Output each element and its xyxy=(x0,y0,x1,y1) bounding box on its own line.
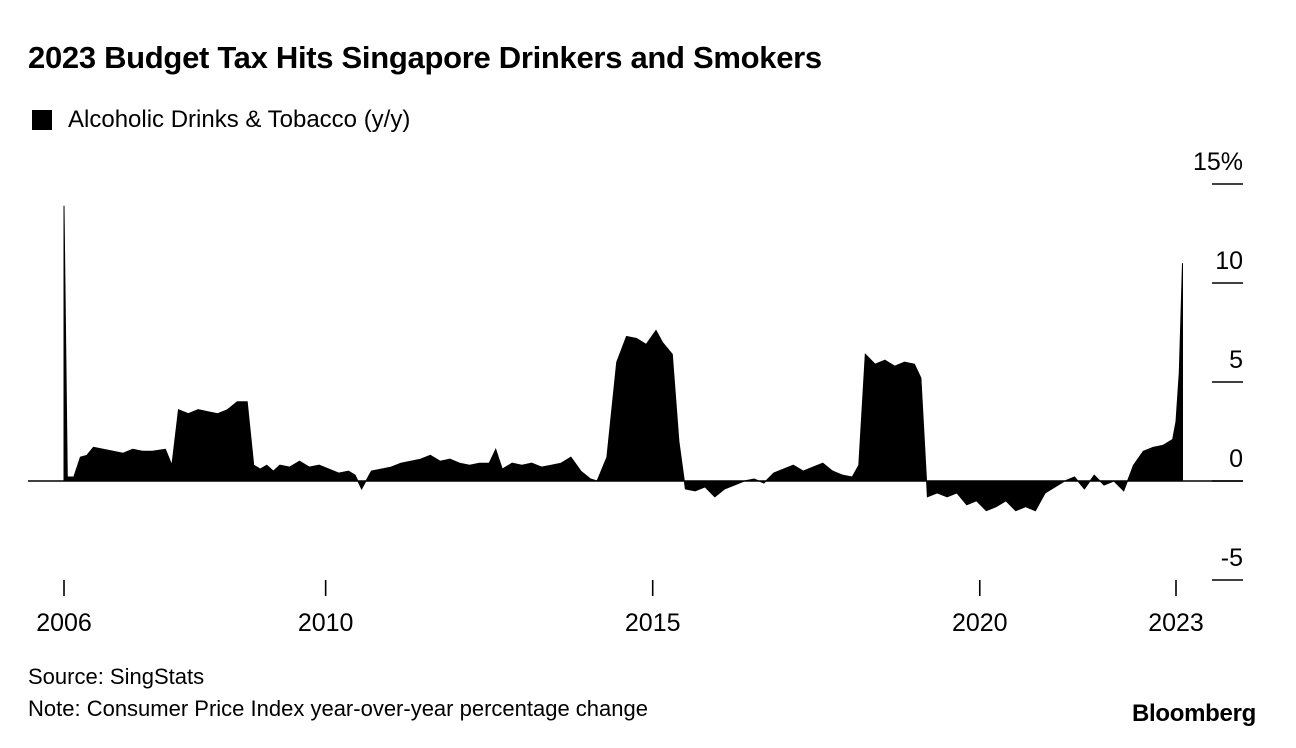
y-tick-label: -5 xyxy=(1221,544,1243,572)
legend-label: Alcoholic Drinks & Tobacco (y/y) xyxy=(68,106,411,133)
y-tick-label: 10 xyxy=(1215,247,1243,275)
x-tick-label: 2023 xyxy=(1148,609,1204,637)
y-tick-label: 0 xyxy=(1229,445,1243,473)
footnote: Note: Consumer Price Index year-over-yea… xyxy=(28,696,648,721)
legend: Alcoholic Drinks & Tobacco (y/y) xyxy=(32,106,410,134)
y-tick-label: 5 xyxy=(1229,346,1243,374)
x-tick-label: 2010 xyxy=(298,609,354,637)
y-tick-label: 15% xyxy=(1193,148,1243,176)
legend-swatch xyxy=(32,110,52,130)
source-note: Source: SingStats xyxy=(28,664,205,689)
series-area xyxy=(63,205,1183,512)
x-tick-label: 2020 xyxy=(952,609,1008,637)
x-axis: 2006 2010 2015 2020 2023 xyxy=(36,580,1204,637)
bloomberg-logo: Bloomberg xyxy=(1132,700,1256,727)
chart-title: 2023 Budget Tax Hits Singapore Drinkers … xyxy=(28,40,822,75)
x-tick-label: 2015 xyxy=(625,609,681,637)
x-tick-label: 2006 xyxy=(36,609,92,637)
y-axis: 15% 10 5 0 -5 xyxy=(1193,148,1243,581)
